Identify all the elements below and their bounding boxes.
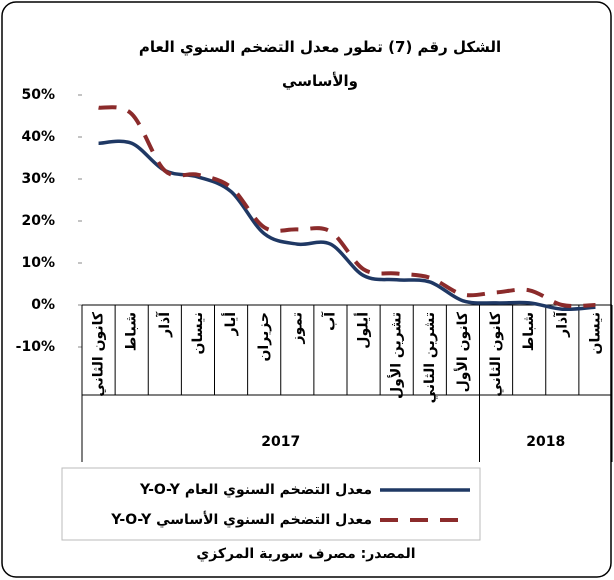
- x-tick-label: كانون الثاني: [488, 311, 504, 397]
- x-tick-label: تشرين الأول: [388, 312, 405, 399]
- y-tick-label: 20%: [21, 213, 55, 229]
- x-tick-label: آذار: [552, 311, 570, 338]
- y-tick-label: 30%: [21, 171, 55, 187]
- y-tick-label: 0%: [31, 297, 55, 313]
- group-label: 2018: [526, 434, 565, 450]
- y-tick-label: 10%: [21, 255, 55, 271]
- x-tick-label: آذار: [155, 311, 173, 338]
- x-tick-label: كانون الثاني: [91, 311, 107, 397]
- series-line: [98, 105, 596, 309]
- x-tick-label: آب: [320, 311, 338, 331]
- legend-box: [61, 467, 481, 541]
- legend-label: معدل التضخم السنوي العام Y-O-Y: [139, 482, 372, 499]
- y-tick-label: 50%: [21, 87, 55, 103]
- x-tick-label: تموز: [289, 312, 305, 344]
- y-tick-label: 40%: [21, 129, 55, 145]
- x-tick-label: شباط: [124, 312, 140, 351]
- x-tick-label: نيسان: [587, 312, 603, 354]
- x-tick-label: أيلول: [354, 312, 372, 349]
- series-line: [98, 139, 596, 312]
- x-tick-label: شباط: [521, 312, 537, 351]
- source: المصدر: مصرف سورية المركزي: [196, 546, 415, 563]
- legend-label: معدل التضخم السنوي الأساسي Y-O-Y: [110, 511, 372, 529]
- x-tick-label: نيسان: [190, 312, 206, 354]
- group-label: 2017: [261, 434, 300, 450]
- x-tick-label: حزيران: [256, 312, 272, 362]
- y-tick-label: -10%: [16, 339, 55, 355]
- chart-title: الشكل رقم (7) تطور معدل التضخم السنوي ال…: [138, 38, 502, 90]
- x-tick-label: كانون الأول: [454, 311, 471, 392]
- x-tick-label: تشرين الثاني: [422, 312, 438, 403]
- x-tick-label: أيار: [221, 312, 239, 336]
